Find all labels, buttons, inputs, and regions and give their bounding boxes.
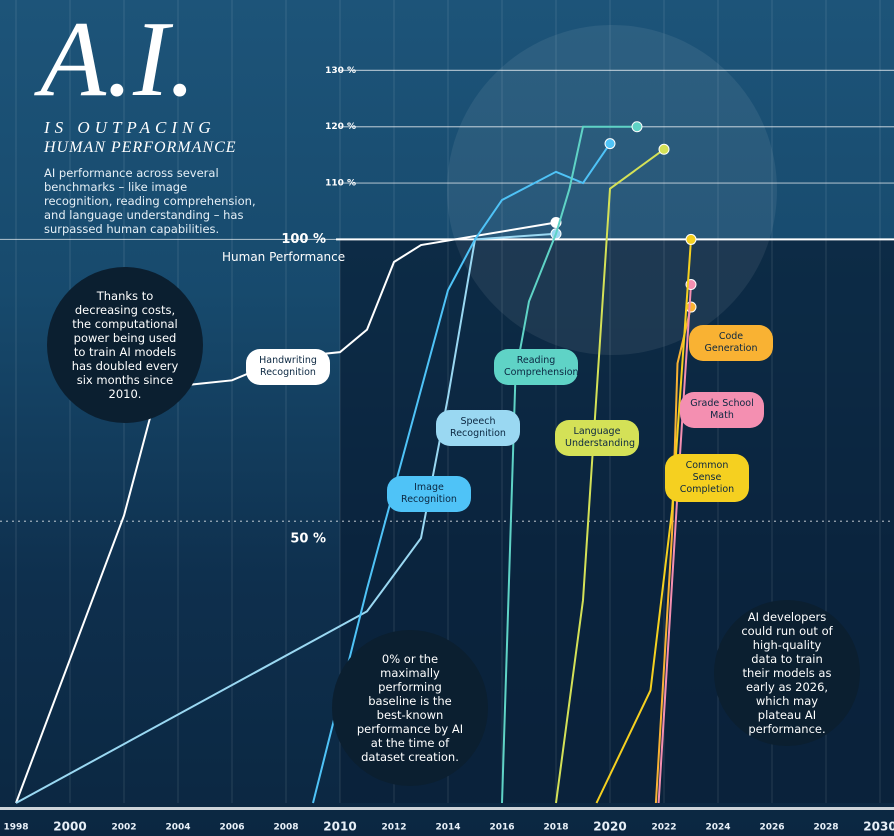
- x-tick-label: 2006: [219, 823, 244, 833]
- y-tick-label: 130 %: [325, 66, 356, 76]
- x-tick-label: 1998: [3, 823, 28, 833]
- x-tick-label: 2018: [543, 823, 568, 833]
- series-line: [15, 232, 557, 804]
- x-tick-label: 2020: [593, 820, 626, 834]
- x-tick-label: 2024: [705, 823, 730, 833]
- series-line: [555, 148, 665, 804]
- series-label: Common Sense Completion: [665, 454, 749, 502]
- subtitle: HUMAN PERFORMANCE: [44, 139, 237, 156]
- reference-label: Human Performance: [222, 250, 346, 264]
- y-tick-label: 100 %: [281, 232, 326, 247]
- chart-title: A.I.: [40, 0, 196, 119]
- x-tick-label: 2008: [273, 823, 298, 833]
- series-label: Speech Recognition: [436, 410, 520, 446]
- series-line: [312, 143, 611, 804]
- x-tick-label: 2026: [759, 823, 784, 833]
- x-axis-band: [0, 807, 894, 810]
- subtitle: IS OUTPACING: [44, 118, 216, 137]
- annotation: 0% or the maximally performing baseline …: [332, 630, 488, 786]
- series-line: [595, 239, 692, 804]
- x-tick-label: 2028: [813, 823, 838, 833]
- y-tick-label: 120 %: [325, 122, 356, 132]
- series-label: Language Understanding: [555, 420, 639, 456]
- y-tick-label: 50 %: [290, 532, 326, 547]
- x-tick-label: 2016: [489, 823, 514, 833]
- series-label: Image Recognition: [387, 476, 471, 512]
- annotation: Thanks to decreasing costs, the computat…: [47, 267, 203, 423]
- end-dot: [658, 143, 670, 155]
- end-dot: [631, 121, 643, 133]
- x-tick-label: 2000: [53, 820, 86, 834]
- series-label: Code Generation: [689, 325, 773, 361]
- y-tick-label: 110 %: [325, 179, 356, 189]
- x-tick-label: 2002: [111, 823, 136, 833]
- x-tick-label: 2004: [165, 823, 190, 833]
- x-tick-label: 2012: [381, 823, 406, 833]
- x-tick-label: 2010: [323, 820, 356, 834]
- x-tick-label: 2014: [435, 823, 460, 833]
- x-tick-label: 2030: [863, 820, 894, 834]
- description: AI performance across several benchmarks…: [44, 166, 256, 236]
- end-dot: [604, 138, 616, 150]
- series-label: Grade School Math: [680, 392, 764, 428]
- series-label: Handwriting Recognition: [246, 349, 330, 385]
- glow: [447, 25, 777, 355]
- annotation: AI developers could run out of high-qual…: [714, 600, 860, 746]
- end-dot: [685, 233, 697, 245]
- series-label: Reading Comprehension: [494, 349, 579, 385]
- x-tick-label: 2022: [651, 823, 676, 833]
